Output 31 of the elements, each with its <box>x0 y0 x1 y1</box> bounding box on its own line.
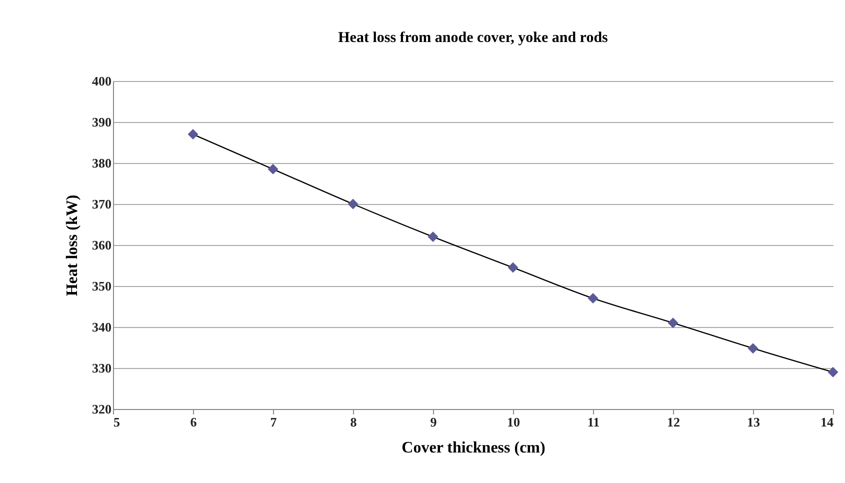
point <box>828 366 838 378</box>
x-tick-label: 7 <box>270 414 278 430</box>
point <box>668 318 678 328</box>
x-tick-label: 11 <box>587 414 600 430</box>
y-tick-label: 370 <box>92 196 112 212</box>
y-tick-label: 380 <box>92 156 112 170</box>
y-tick-label: 360 <box>92 238 112 252</box>
point <box>588 293 598 304</box>
point <box>428 232 438 242</box>
y-tick-label: 340 <box>92 320 112 334</box>
point <box>188 129 198 140</box>
x-tick-label: 8 <box>350 414 358 430</box>
x-tick-label: 13 <box>747 414 760 430</box>
x-tick-label: 6 <box>190 414 198 430</box>
x-tick-label: 9 <box>430 414 438 430</box>
point <box>748 343 758 354</box>
y-tick-label: 320 <box>92 402 112 416</box>
y-tick-label: 400 <box>92 74 112 88</box>
x-axis-title: Cover thickness (cm) <box>402 440 546 456</box>
chart-title: Heat loss from anode cover, yoke and rods <box>338 30 608 46</box>
point <box>508 262 518 273</box>
x-tick-label: 14 <box>820 414 834 430</box>
point <box>268 164 278 174</box>
y-tick-label: 390 <box>92 114 112 130</box>
x-tick-label: 10 <box>507 414 520 430</box>
x-tick-label: 12 <box>667 414 680 430</box>
y-tick-label: 330 <box>92 360 112 376</box>
point <box>348 198 358 210</box>
y-tick-label: 350 <box>92 278 112 294</box>
x-tick-label: 5 <box>114 414 120 430</box>
y-axis-title: Heat loss (kW) <box>64 194 81 296</box>
